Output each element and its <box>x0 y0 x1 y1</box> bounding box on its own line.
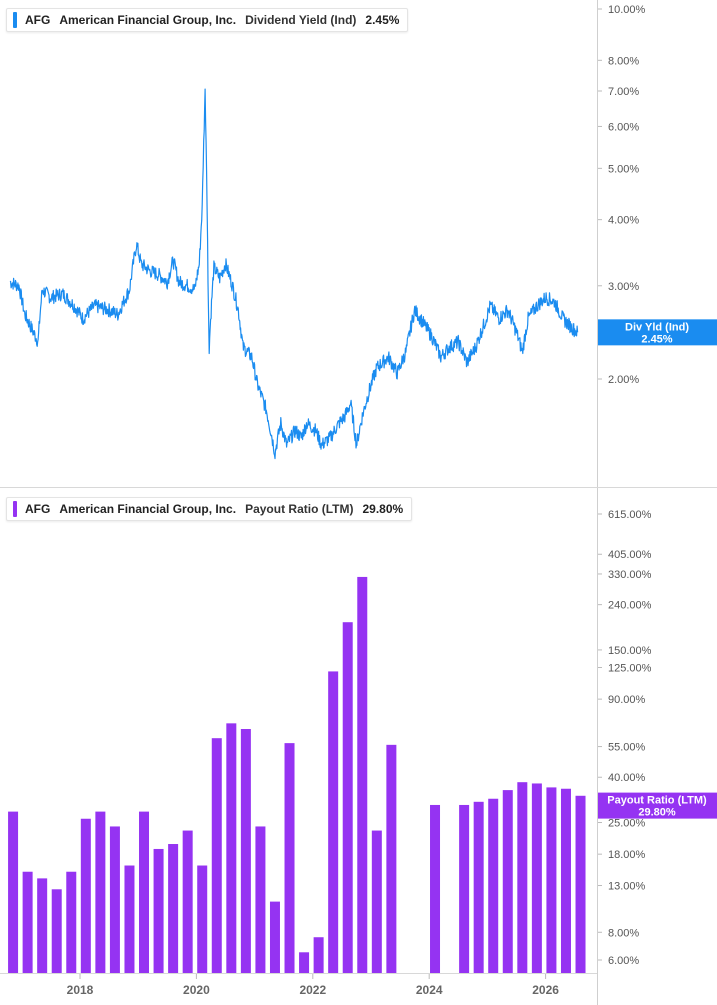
dividend-yield-legend[interactable]: AFG American Financial Group, Inc. Divid… <box>6 8 409 32</box>
x-axis: 2018 2020 2022 2024 2026 <box>67 973 559 997</box>
y-tick-label: 6.00% <box>608 955 639 967</box>
payout-ratio-bar <box>226 723 237 973</box>
payout-ratio-bar <box>386 744 397 973</box>
legend-ticker: AFG <box>25 502 51 516</box>
payout-ratio-bar <box>95 811 106 973</box>
x-tick-label: 2018 <box>67 983 94 997</box>
payout-ratio-tag <box>598 792 717 819</box>
legend-value: 29.80% <box>362 502 404 516</box>
y-tick-label: 18.00% <box>608 849 646 861</box>
y-tick-label: 3.00% <box>608 281 639 293</box>
y-tick-label: 240.00% <box>608 600 652 612</box>
payout-ratio-bar <box>8 811 19 973</box>
payout-ratio-bar <box>124 865 135 973</box>
y-tick-label: 405.00% <box>608 549 652 561</box>
y-tick-label: 125.00% <box>608 662 652 674</box>
payout-ratio-bar <box>575 795 586 973</box>
payout-ratio-bar <box>182 830 193 973</box>
legend-ticker: AFG <box>25 13 51 27</box>
payout-ratio-bar <box>80 818 91 973</box>
tag-name: Payout Ratio (LTM) <box>607 795 707 807</box>
tag-value: 29.80% <box>638 807 676 819</box>
y-tick-label: 13.00% <box>608 881 646 893</box>
y-tick-label: 2.00% <box>608 374 639 386</box>
legend-metric: Payout Ratio (LTM) <box>245 502 354 516</box>
y-tick-label: 5.00% <box>608 163 639 175</box>
payout-ratio-bar <box>22 871 33 973</box>
payout-ratio-bar <box>502 790 513 973</box>
dividend-yield-line <box>9 88 579 460</box>
payout-ratio-bar <box>546 787 557 973</box>
y-tick-label: 4.00% <box>608 215 639 227</box>
payout-ratio-bar <box>269 901 280 973</box>
payout-ratio-bar <box>153 848 164 973</box>
y-tick-label: 615.00% <box>608 509 652 521</box>
payout-ratio-bar <box>488 798 499 973</box>
y-tick-label: 10.00% <box>608 4 646 16</box>
y-tick-label: 90.00% <box>608 694 646 706</box>
legend-company: American Financial Group, Inc. <box>59 502 237 516</box>
y-tick-label: 55.00% <box>608 742 646 754</box>
tag-name: Div Yld (Ind) <box>625 321 689 333</box>
payout-ratio-bar <box>328 671 339 973</box>
y-tick-label: 7.00% <box>608 86 639 98</box>
x-tick-label: 2026 <box>532 983 559 997</box>
payout-ratio-bar <box>357 576 368 973</box>
payout-ratio-bar <box>37 878 48 973</box>
dividend-yield-panel: 2.00% 3.00% 4.00% 5.00% 6.00% 7.00% 8.00% 10.00… <box>9 4 717 460</box>
payout-ratio-bar <box>109 826 120 973</box>
dividend-yield-tag <box>598 319 717 346</box>
legend-value: 2.45% <box>365 13 400 27</box>
legend-swatch <box>13 12 17 28</box>
payout-ratio-bar <box>284 743 295 973</box>
x-tick-label: 2020 <box>183 983 210 997</box>
payout-ratio-bar <box>560 788 571 973</box>
payout-ratio-bar <box>371 830 382 973</box>
payout-ratio-bar <box>51 889 62 973</box>
payout-ratio-bar <box>168 844 179 973</box>
legend-metric: Dividend Yield (Ind) <box>245 13 357 27</box>
payout-ratio-legend[interactable]: AFG American Financial Group, Inc. Payou… <box>6 497 413 521</box>
payout-ratio-bar <box>517 782 528 973</box>
payout-ratio-bar <box>459 804 470 973</box>
payout-ratio-bar <box>531 783 542 973</box>
payout-ratio-bar <box>197 865 208 973</box>
payout-ratio-bar <box>299 952 310 973</box>
y-tick-label: 6.00% <box>608 121 639 133</box>
payout-ratio-bar <box>240 729 251 973</box>
y-tick-label: 8.00% <box>608 55 639 67</box>
payout-ratio-bar <box>211 738 222 973</box>
payout-ratio-bar <box>66 871 77 973</box>
payout-ratio-bar <box>342 622 353 973</box>
payout-ratio-bar <box>313 937 324 973</box>
payout-ratio-bar <box>473 801 484 973</box>
y-tick-label: 330.00% <box>608 569 652 581</box>
legend-swatch <box>13 501 17 517</box>
y-tick-label: 8.00% <box>608 927 639 939</box>
x-tick-label: 2024 <box>416 983 443 997</box>
tag-value: 2.45% <box>641 333 672 345</box>
payout-ratio-panel: 6.00% 8.00% 13.00% 18.00% 25.00% 40.00% 55.00%… <box>8 509 717 973</box>
x-tick-label: 2022 <box>299 983 326 997</box>
y-tick-label: 25.00% <box>608 818 646 830</box>
payout-ratio-bar <box>430 804 441 973</box>
y-tick-label: 150.00% <box>608 645 652 657</box>
legend-company: American Financial Group, Inc. <box>59 13 237 27</box>
y-tick-label: 40.00% <box>608 772 646 784</box>
payout-ratio-bar <box>255 826 266 973</box>
payout-ratio-bar <box>139 811 150 973</box>
